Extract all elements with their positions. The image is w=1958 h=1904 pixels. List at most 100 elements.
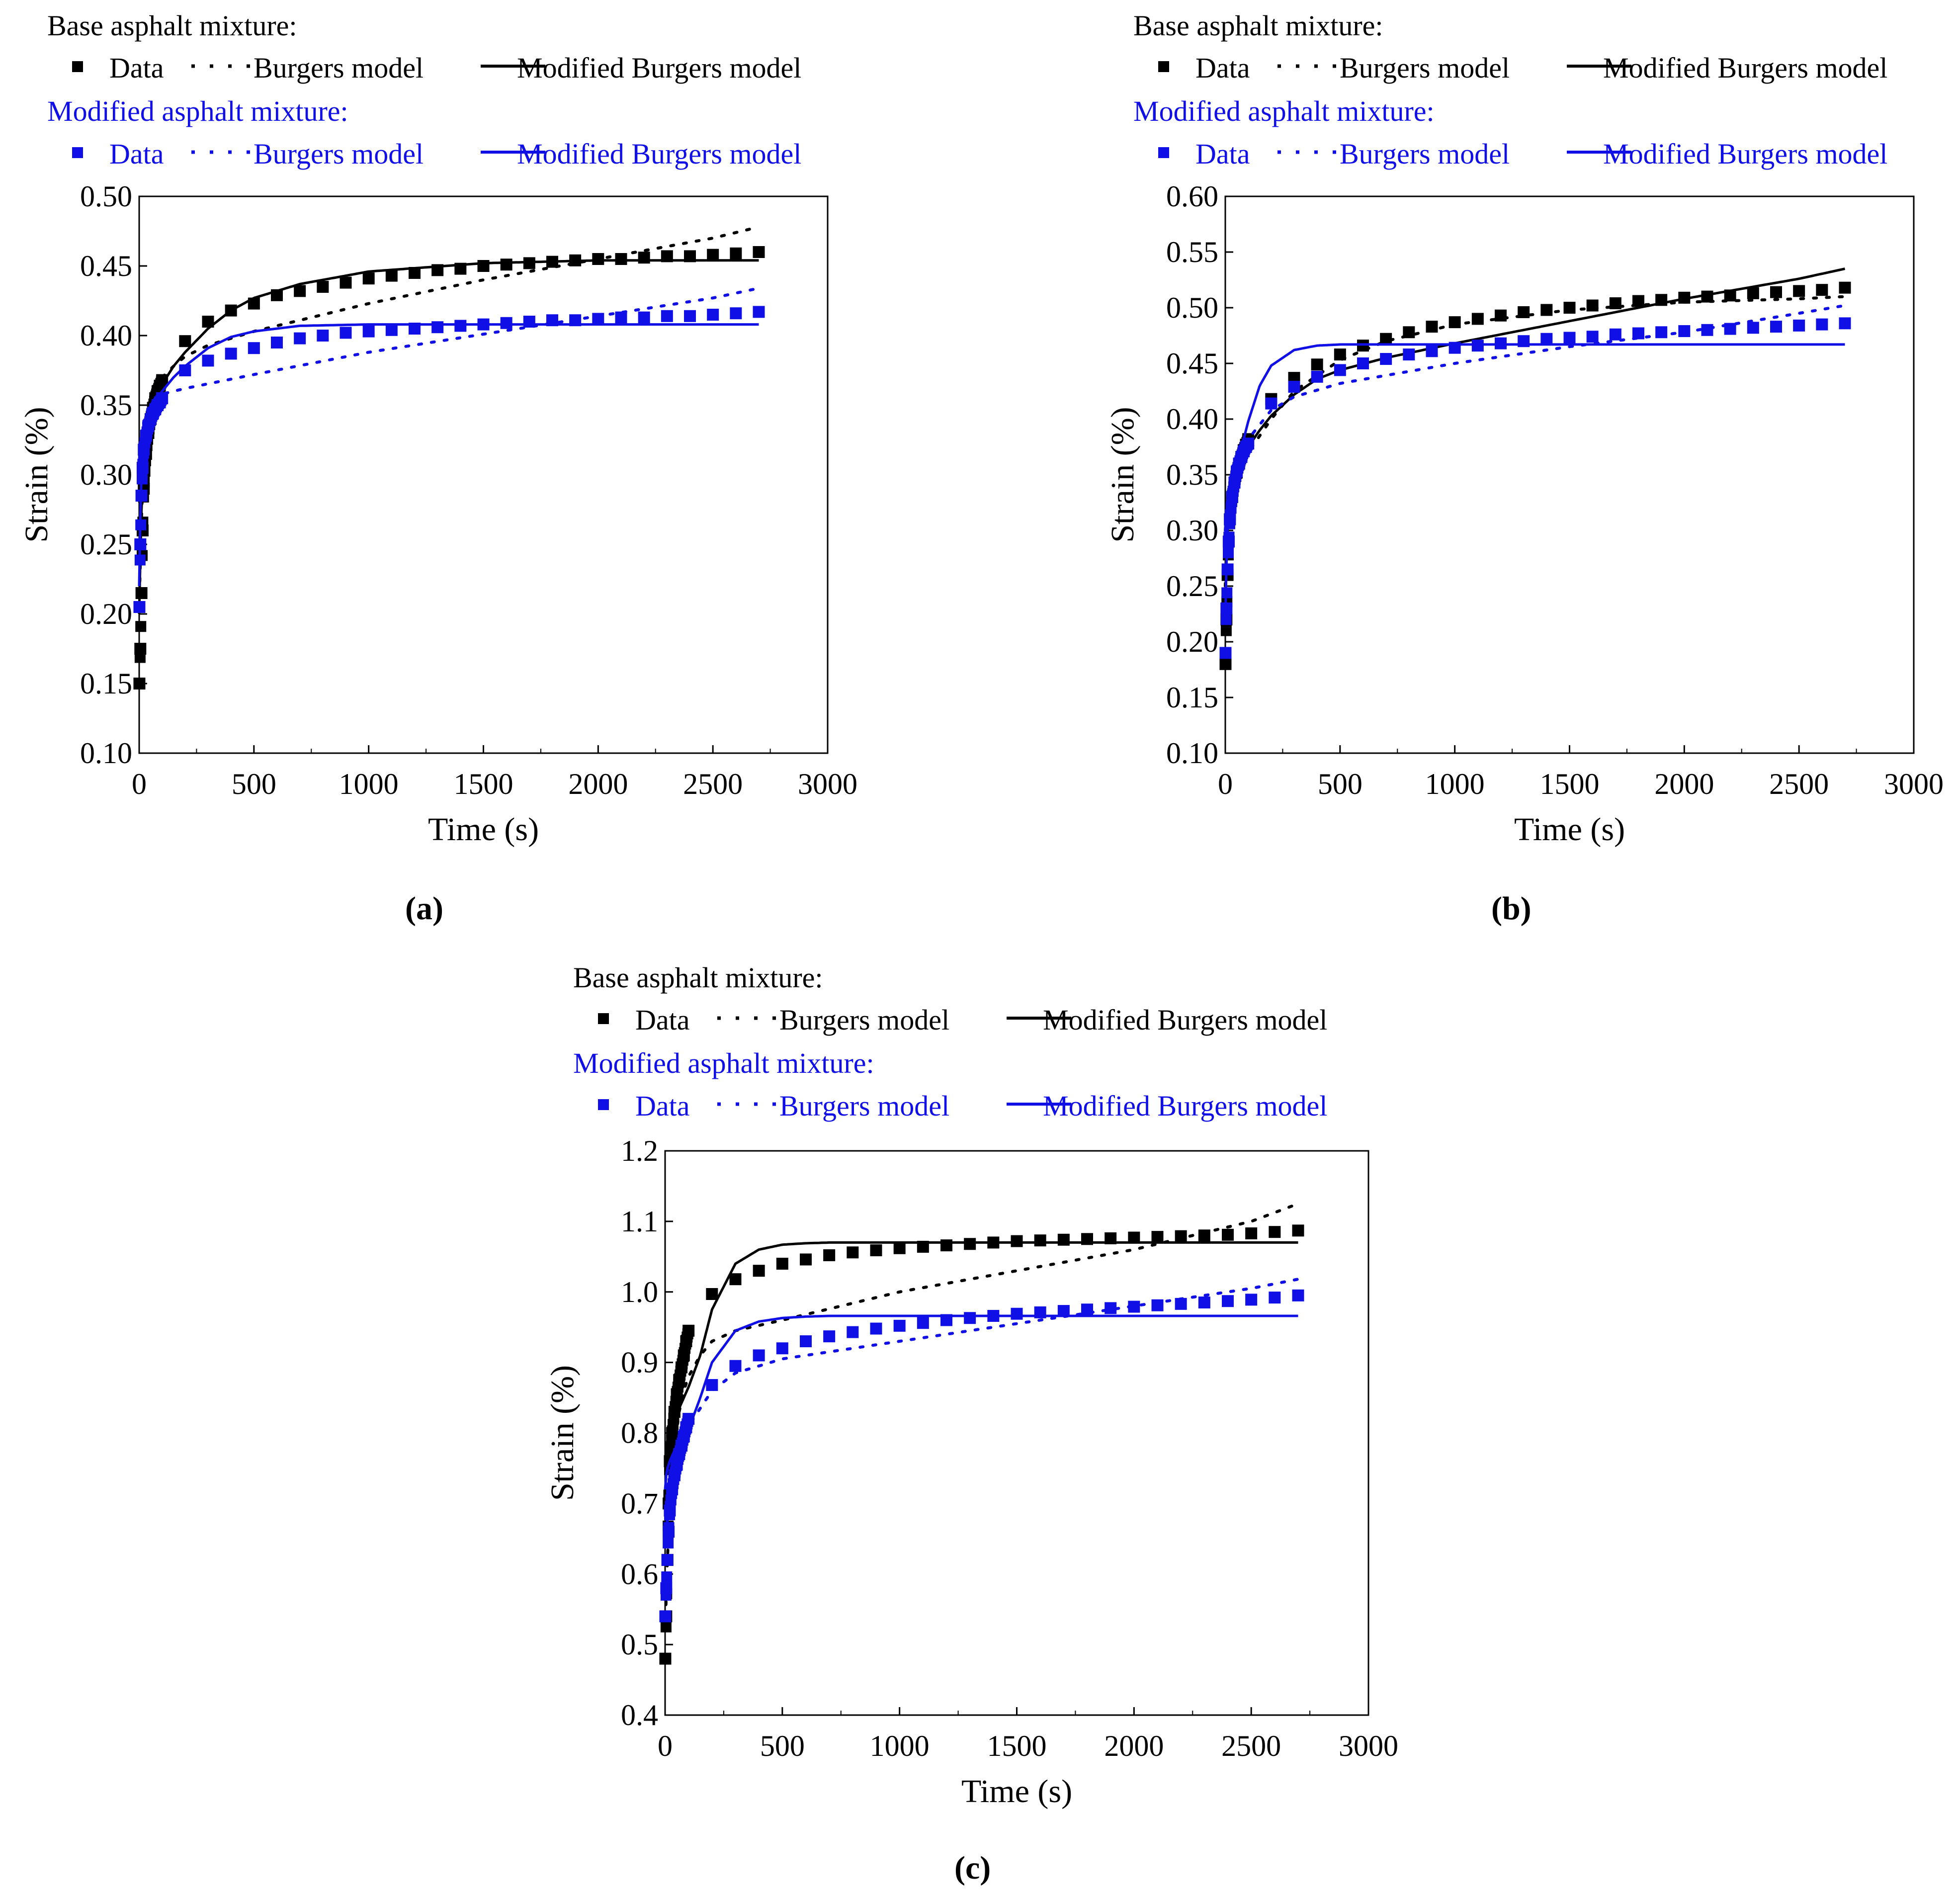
y-tick-label: 0.50	[80, 180, 132, 213]
x-tick-label: 1500	[987, 1730, 1047, 1762]
data-point-modified	[1609, 328, 1621, 341]
data-point-modified	[202, 354, 214, 367]
data-point-modified	[663, 1522, 675, 1533]
data-point-modified	[660, 1589, 672, 1601]
x-tick-label: 2000	[568, 768, 628, 800]
panel-b: Base asphalt mixture: Data Burgers model…	[1086, 0, 1958, 945]
data-point-modified	[1334, 364, 1346, 376]
y-tick-label: 0.25	[1166, 570, 1218, 603]
data-point-modified	[385, 324, 398, 336]
y-tick-label: 0.20	[80, 598, 132, 630]
x-tick-label: 2500	[683, 768, 743, 800]
panel-a: Base asphalt mixture: Data Burgers model…	[0, 0, 944, 945]
legend-modified-burgers-label: Burgers model	[779, 1090, 950, 1122]
data-point-modified	[1223, 547, 1234, 558]
data-point-modified	[707, 309, 719, 321]
data-point-base	[730, 247, 742, 260]
data-point-modified	[1288, 381, 1300, 393]
y-tick-label: 0.40	[80, 319, 132, 352]
data-point-modified	[294, 332, 306, 345]
legend-base-modburgers-label: Modified Burgers model	[1603, 52, 1888, 84]
data-point-base	[1563, 302, 1576, 314]
modified-burgers-model-line-base	[664, 1241, 1298, 1462]
legend-modified-burgers-label: Burgers model	[254, 138, 424, 170]
data-point-modified	[800, 1335, 812, 1348]
burgers-model-line-modified	[1224, 304, 1847, 532]
data-point-modified	[271, 337, 283, 348]
data-point-modified	[660, 1611, 671, 1622]
y-tick-label: 0.5	[621, 1628, 658, 1661]
data-point-modified	[1223, 531, 1235, 543]
y-tick-label: 0.30	[80, 458, 132, 491]
x-tick-label: 3000	[1339, 1730, 1398, 1762]
data-point-modified	[964, 1312, 976, 1324]
legend-modified-modburgers-line	[1567, 151, 1631, 154]
x-tick-label: 500	[232, 768, 276, 800]
y-tick-label: 0.20	[1166, 625, 1218, 658]
data-point-base	[294, 285, 306, 297]
data-point-modified	[661, 310, 673, 322]
data-point-modified	[661, 1571, 673, 1582]
y-tick-label: 0.8	[621, 1417, 658, 1450]
legend-base-data-label: Data	[635, 1004, 690, 1036]
data-point-modified	[753, 1349, 765, 1362]
legend-c: Base asphalt mixture: Data Burgers model…	[573, 961, 1418, 1125]
x-tick-label: 3000	[798, 768, 857, 800]
y-tick-label: 0.10	[80, 737, 132, 770]
x-tick-label: 0	[1218, 768, 1233, 800]
data-point-modified	[870, 1322, 882, 1335]
y-tick-label: 0.55	[1166, 236, 1218, 268]
chart-c: 0 500 1000 1500 2000 2500 3000 0.4 0.5 0.6 0.7 0.8 0…	[544, 1134, 1398, 1810]
data-point-base	[157, 374, 168, 386]
data-point-base	[477, 260, 490, 272]
legend-base-data-marker	[598, 1013, 609, 1024]
data-point-base	[707, 249, 719, 261]
legend-modified-modburgers-line	[481, 151, 545, 154]
y-tick-label: 0.45	[80, 250, 132, 282]
modified-burgers-model-line-modified	[138, 323, 759, 587]
data-point-modified	[776, 1342, 788, 1355]
data-point-base	[823, 1249, 836, 1261]
data-point-base	[1793, 285, 1805, 297]
burgers-model-line-base	[138, 225, 761, 608]
x-axis-label: Time (s)	[428, 811, 539, 848]
data-point-modified	[1770, 321, 1782, 333]
data-point-base	[134, 652, 146, 663]
data-point-base	[317, 281, 329, 293]
y-axis-label: Strain (%)	[544, 1365, 581, 1501]
data-point-base	[1495, 309, 1507, 322]
legend-modified-data-marker	[1158, 147, 1169, 158]
data-point-modified	[1311, 370, 1323, 383]
y-tick-label: 1.0	[621, 1276, 658, 1308]
data-point-base	[1292, 1224, 1304, 1237]
x-tick-label: 3000	[1884, 768, 1944, 800]
data-point-modified	[248, 342, 260, 354]
modified-burgers-model-line-modified	[1224, 343, 1845, 620]
data-point-base	[135, 621, 147, 632]
x-tick-label: 1000	[1425, 768, 1485, 800]
data-point-modified	[1292, 1289, 1304, 1301]
chart-b: 0 500 1000 1500 2000 2500 3000 0.10 0.15 0.20 0.25…	[1105, 180, 1944, 848]
legend-base-data-label: Data	[109, 52, 164, 84]
burgers-model-line-modified	[138, 286, 761, 476]
data-point-modified	[823, 1330, 836, 1343]
data-point-modified	[1220, 647, 1231, 659]
data-point-base	[870, 1244, 882, 1257]
data-point-base	[1816, 284, 1828, 296]
data-point-base	[1586, 299, 1599, 312]
legend-a: Base asphalt mixture: Data Burgers model…	[47, 9, 892, 173]
burgers-model-line-base	[1224, 295, 1847, 588]
legend-base-title: Base asphalt mixture:	[47, 9, 297, 42]
data-point-modified	[1265, 397, 1277, 410]
data-point-base	[500, 259, 512, 271]
data-point-base	[134, 678, 145, 689]
x-tick-label: 1000	[339, 768, 399, 800]
data-point-base	[753, 1265, 765, 1277]
y-tick-label: 0.30	[1166, 514, 1218, 547]
data-point-modified	[1816, 318, 1828, 331]
legend-base-data-marker	[72, 61, 83, 72]
y-tick-label: 0.15	[80, 667, 132, 700]
data-point-base	[1770, 286, 1782, 298]
data-point-base	[776, 1258, 788, 1270]
data-point-base	[1448, 316, 1461, 329]
